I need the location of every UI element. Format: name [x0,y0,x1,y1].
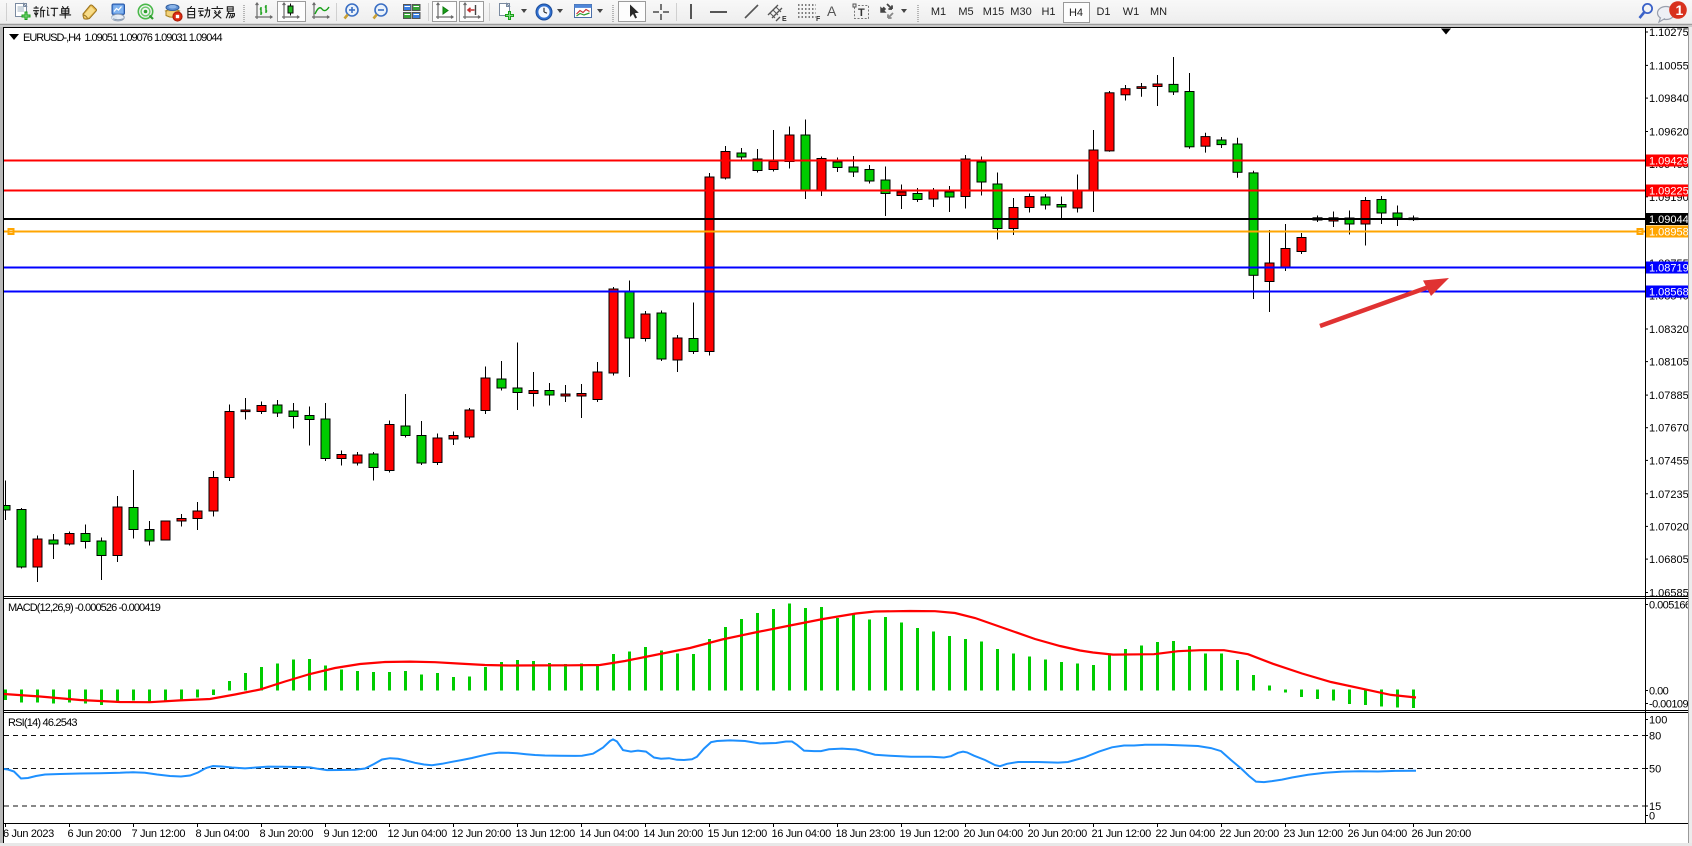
svg-text:19 Jun 12:00: 19 Jun 12:00 [900,828,960,840]
svg-text:26 Jun 20:00: 26 Jun 20:00 [1412,828,1472,840]
svg-text:1.08719: 1.08719 [1649,263,1689,275]
svg-text:6 Jun 20:00: 6 Jun 20:00 [68,828,122,840]
svg-text:1.10275: 1.10275 [1649,27,1689,39]
svg-text:1.09840: 1.09840 [1649,93,1689,105]
svg-text:18 Jun 23:00: 18 Jun 23:00 [836,828,896,840]
svg-text:1.07020: 1.07020 [1649,521,1689,533]
svg-text:12 Jun 20:00: 12 Jun 20:00 [452,828,512,840]
svg-text:E: E [782,16,787,23]
svg-text:1: 1 [1676,2,1684,18]
svg-text:23 Jun 12:00: 23 Jun 12:00 [1284,828,1344,840]
svg-text:20 Jun 04:00: 20 Jun 04:00 [964,828,1024,840]
svg-text:26 Jun 04:00: 26 Jun 04:00 [1348,828,1408,840]
svg-text:1.09225: 1.09225 [1649,186,1689,198]
svg-text:15: 15 [1649,801,1661,813]
svg-text:15 Jun 12:00: 15 Jun 12:00 [708,828,768,840]
svg-text:100: 100 [1649,715,1667,727]
svg-text:1.10055: 1.10055 [1649,60,1689,72]
svg-text:80: 80 [1649,731,1661,743]
svg-text:1.07455: 1.07455 [1649,455,1689,467]
svg-text:16 Jun 04:00: 16 Jun 04:00 [772,828,832,840]
svg-text:1.07670: 1.07670 [1649,423,1689,435]
svg-text:T: T [858,7,865,19]
svg-text:RSI(14) 46.2543: RSI(14) 46.2543 [8,717,77,729]
svg-text:EURUSD-,H4 1.09051 1.09076 1.: EURUSD-,H4 1.09051 1.09076 1.09031 1.090… [23,32,222,44]
svg-text:9 Jun 12:00: 9 Jun 12:00 [324,828,378,840]
svg-text:1.09044: 1.09044 [1649,214,1689,226]
svg-text:1.09429: 1.09429 [1649,156,1689,168]
svg-text:F: F [816,16,821,23]
svg-text:1.08320: 1.08320 [1649,324,1689,336]
svg-text:20 Jun 20:00: 20 Jun 20:00 [1028,828,1088,840]
svg-text:1.06805: 1.06805 [1649,554,1689,566]
svg-text:1.07885: 1.07885 [1649,390,1689,402]
svg-text:22 Jun 20:00: 22 Jun 20:00 [1220,828,1280,840]
svg-text:-0.001095: -0.001095 [1649,699,1692,711]
svg-text:6 Jun 2023: 6 Jun 2023 [3,828,54,840]
svg-text:1.07235: 1.07235 [1649,489,1689,501]
svg-text:7 Jun 12:00: 7 Jun 12:00 [132,828,186,840]
svg-text:0.005166: 0.005166 [1649,600,1691,612]
svg-text:12 Jun 04:00: 12 Jun 04:00 [388,828,448,840]
svg-text:21 Jun 12:00: 21 Jun 12:00 [1092,828,1152,840]
svg-text:MACD(12,26,9) -0.000526 -0.000: MACD(12,26,9) -0.000526 -0.000419 [8,602,161,614]
svg-text:22 Jun 04:00: 22 Jun 04:00 [1156,828,1216,840]
svg-text:1.08568: 1.08568 [1649,287,1689,299]
svg-text:8 Jun 20:00: 8 Jun 20:00 [260,828,314,840]
svg-text:1.09620: 1.09620 [1649,127,1689,139]
svg-text:8 Jun 04:00: 8 Jun 04:00 [196,828,250,840]
svg-text:1.06585: 1.06585 [1649,588,1689,600]
svg-text:0.00: 0.00 [1649,686,1669,698]
svg-text:14 Jun 20:00: 14 Jun 20:00 [644,828,704,840]
svg-text:0: 0 [1649,811,1655,823]
svg-text:1.08958: 1.08958 [1649,227,1689,239]
svg-text:1.08105: 1.08105 [1649,357,1689,369]
svg-text:14 Jun 04:00: 14 Jun 04:00 [580,828,640,840]
svg-text:50: 50 [1649,764,1661,776]
svg-text:13 Jun 12:00: 13 Jun 12:00 [516,828,576,840]
